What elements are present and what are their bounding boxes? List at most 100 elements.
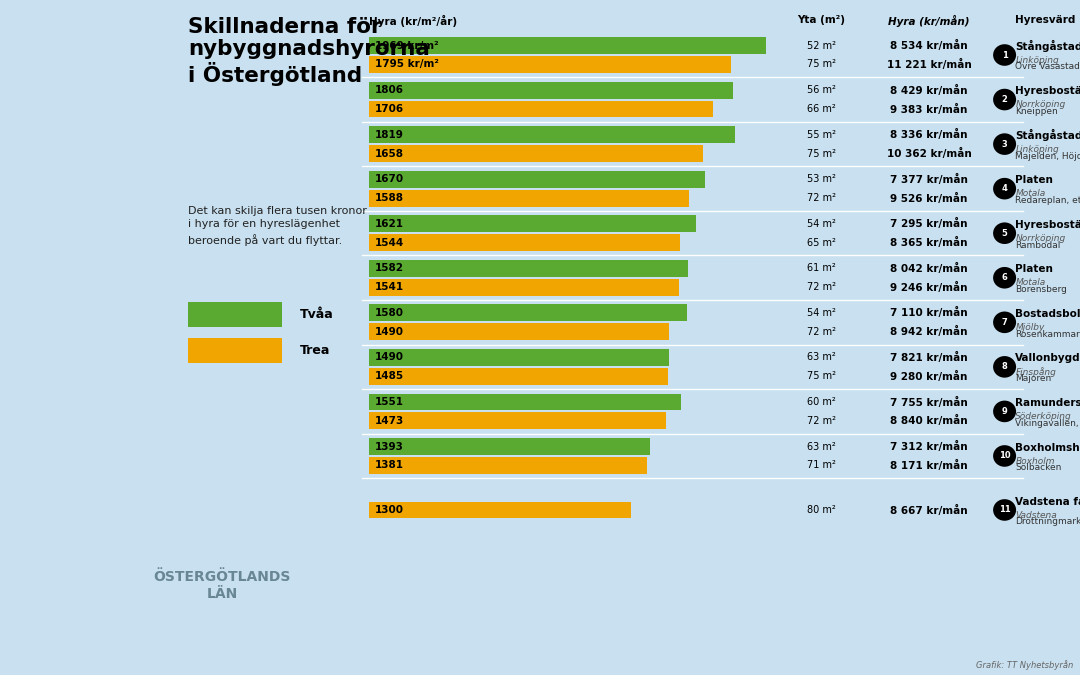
Text: Det kan skilja flera tusen kronor
i hyra för en hyreslägenhet
beroende på vart d: Det kan skilja flera tusen kronor i hyra… xyxy=(188,206,367,246)
Text: Motala: Motala xyxy=(1015,279,1045,288)
Text: Grafik: TT Nyhetsbyrån: Grafik: TT Nyhetsbyrån xyxy=(975,659,1072,670)
Text: Majelden, Höjdpunkten: Majelden, Höjdpunkten xyxy=(1015,152,1080,161)
Text: 1300: 1300 xyxy=(375,505,404,515)
Text: Ramunderstaden: Ramunderstaden xyxy=(1015,398,1080,408)
Text: Platen: Platen xyxy=(1015,265,1053,275)
Text: Linköping: Linköping xyxy=(1015,56,1059,65)
Text: Kneippen: Kneippen xyxy=(1015,107,1058,116)
Text: Solbacken: Solbacken xyxy=(1015,464,1062,472)
Text: Norrköping: Norrköping xyxy=(1015,234,1066,243)
Text: 1: 1 xyxy=(1001,51,1008,59)
Text: Stångåstaden: Stångåstaden xyxy=(1015,129,1080,141)
Text: 72 m²: 72 m² xyxy=(807,416,836,426)
Text: Vallonbygden: Vallonbygden xyxy=(1015,354,1080,364)
Text: 8: 8 xyxy=(1002,362,1008,371)
Text: 8 534 kr/mån: 8 534 kr/mån xyxy=(890,40,968,51)
Bar xyxy=(369,260,688,277)
Text: 8 171 kr/mån: 8 171 kr/mån xyxy=(890,460,968,471)
Text: 61 m²: 61 m² xyxy=(807,263,836,273)
Text: 72 m²: 72 m² xyxy=(807,193,836,203)
Text: 4: 4 xyxy=(1001,184,1008,193)
Text: 1806: 1806 xyxy=(375,85,404,95)
Text: Tvåa: Tvåa xyxy=(300,308,334,321)
Text: Redareplan, etapp 2: Redareplan, etapp 2 xyxy=(1015,196,1080,205)
Text: 8 840 kr/mån: 8 840 kr/mån xyxy=(890,415,968,427)
Text: Trea: Trea xyxy=(300,344,330,357)
Text: 9 246 kr/mån: 9 246 kr/mån xyxy=(890,281,968,293)
Bar xyxy=(369,457,647,474)
Text: Övre Vasastaden, Alnen: Övre Vasastaden, Alnen xyxy=(1015,63,1080,72)
Text: 1541: 1541 xyxy=(375,282,404,292)
Bar xyxy=(369,126,735,143)
Text: Majoren: Majoren xyxy=(1015,375,1052,383)
Text: 55 m²: 55 m² xyxy=(807,130,836,140)
Bar xyxy=(369,368,669,385)
Text: 9 383 kr/mån: 9 383 kr/mån xyxy=(891,103,968,115)
Text: Söderköping: Söderköping xyxy=(1015,412,1072,421)
Text: Mjölby: Mjölby xyxy=(1015,323,1044,332)
Text: 1473: 1473 xyxy=(375,416,404,426)
Bar xyxy=(369,279,679,296)
Text: 63 m²: 63 m² xyxy=(807,352,836,362)
Circle shape xyxy=(994,356,1016,378)
Bar xyxy=(369,215,696,232)
Text: 10: 10 xyxy=(999,452,1011,460)
Circle shape xyxy=(994,500,1016,521)
Text: Rambodal: Rambodal xyxy=(1015,241,1061,250)
Text: 71 m²: 71 m² xyxy=(807,460,836,470)
Circle shape xyxy=(994,134,1016,155)
Bar xyxy=(369,56,730,73)
Text: 1490: 1490 xyxy=(375,352,404,362)
Text: 1544: 1544 xyxy=(375,238,404,248)
Text: Vadstena fastighets AB: Vadstena fastighets AB xyxy=(1015,497,1080,507)
Text: Stångåstaden: Stångåstaden xyxy=(1015,40,1080,52)
Text: 7 821 kr/mån: 7 821 kr/mån xyxy=(890,352,968,363)
Text: 7 755 kr/mån: 7 755 kr/mån xyxy=(890,396,968,408)
Bar xyxy=(369,438,649,455)
Text: 1490: 1490 xyxy=(375,327,404,337)
Text: 7: 7 xyxy=(1002,318,1008,327)
Text: 8 429 kr/mån: 8 429 kr/mån xyxy=(890,84,968,96)
Text: Boxholmshus: Boxholmshus xyxy=(1015,443,1080,453)
Text: 1580: 1580 xyxy=(375,308,404,318)
Text: 1621: 1621 xyxy=(375,219,404,229)
Circle shape xyxy=(994,223,1016,244)
Text: 1819: 1819 xyxy=(375,130,404,140)
Bar xyxy=(369,234,680,251)
Text: Yta (m²): Yta (m²) xyxy=(797,15,846,25)
Text: ÖSTERGÖTLANDS
LÄN: ÖSTERGÖTLANDS LÄN xyxy=(153,570,291,601)
Text: 5: 5 xyxy=(1001,229,1008,238)
Text: 1393: 1393 xyxy=(375,441,404,452)
Text: 63 m²: 63 m² xyxy=(807,441,836,452)
Text: Bostadsbolaget: Bostadsbolaget xyxy=(1015,309,1080,319)
Text: 53 m²: 53 m² xyxy=(807,174,836,184)
Text: Drottningmarken: Drottningmarken xyxy=(1015,518,1080,526)
Text: Platen: Platen xyxy=(1015,176,1053,186)
Bar xyxy=(369,412,665,429)
Text: 1670: 1670 xyxy=(375,174,404,184)
Bar xyxy=(369,37,766,54)
Text: 80 m²: 80 m² xyxy=(807,505,836,515)
Bar xyxy=(369,101,713,117)
Text: Borensberg: Borensberg xyxy=(1015,286,1067,294)
Bar xyxy=(369,349,670,366)
Text: 65 m²: 65 m² xyxy=(807,238,836,248)
Text: 56 m²: 56 m² xyxy=(807,85,836,95)
Text: 11 221 kr/mån: 11 221 kr/mån xyxy=(887,59,972,70)
Text: 1795 kr/m²: 1795 kr/m² xyxy=(375,59,438,70)
Circle shape xyxy=(994,312,1016,333)
Bar xyxy=(369,145,703,162)
Bar xyxy=(369,82,733,99)
Bar xyxy=(188,338,282,363)
Text: 52 m²: 52 m² xyxy=(807,40,836,51)
Bar xyxy=(369,171,705,188)
Bar xyxy=(369,323,670,340)
Text: 1485: 1485 xyxy=(375,371,404,381)
Text: 7 110 kr/mån: 7 110 kr/mån xyxy=(890,307,968,319)
Text: 75 m²: 75 m² xyxy=(807,371,836,381)
Circle shape xyxy=(994,267,1016,289)
Text: 7 377 kr/mån: 7 377 kr/mån xyxy=(890,173,968,185)
Text: 75 m²: 75 m² xyxy=(807,148,836,159)
Text: 9 526 kr/mån: 9 526 kr/mån xyxy=(891,192,968,204)
Text: Vadstena: Vadstena xyxy=(1015,511,1057,520)
